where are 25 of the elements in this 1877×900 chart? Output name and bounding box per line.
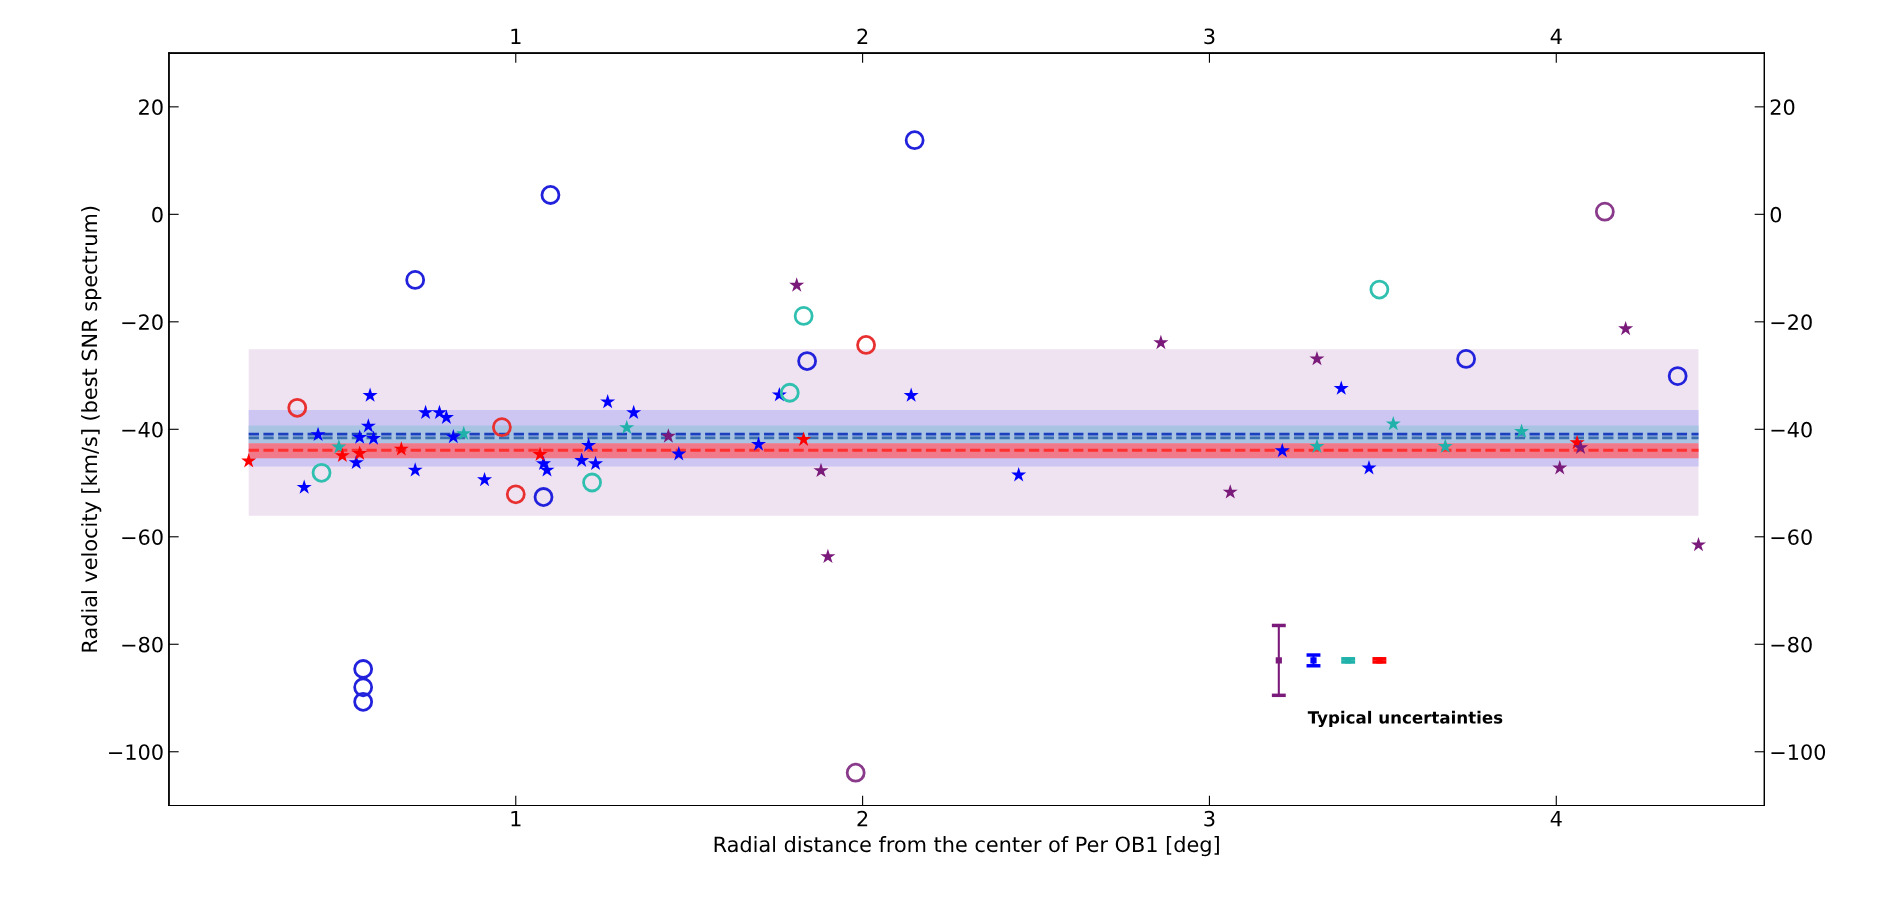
y2-tick-label: −80 [1771, 636, 1812, 653]
x2-tick-label: 1 [511, 28, 521, 44]
x-tick-label: 1 [511, 811, 521, 827]
y-tick-label: 20 [139, 99, 163, 116]
y2-tick-label: −100 [1771, 744, 1826, 760]
y2-tick-label: −60 [1771, 529, 1812, 545]
annotation: Typical uncertainties [1307, 710, 1503, 728]
y-axis-title: Radial velocity [km/s] (best SNR spectrum) [81, 206, 102, 652]
y-tick-label: −100 [109, 744, 163, 760]
y2-tick-label: −40 [1771, 421, 1812, 438]
x2-tick-label: 4 [1550, 28, 1562, 44]
y-tick-label: −60 [122, 529, 163, 545]
y2-tick-label: 0 [1770, 206, 1782, 223]
x-tick-label: 2 [857, 810, 868, 827]
y-tick-label: −20 [122, 314, 163, 331]
y-tick-label: 0 [152, 206, 163, 223]
x2-tick-label: 3 [1204, 28, 1215, 45]
y2-tick-label: −20 [1771, 314, 1812, 331]
y-tick-label: −80 [122, 636, 163, 653]
x-tick-label: 3 [1204, 810, 1215, 827]
x2-tick-label: 2 [857, 28, 868, 44]
y-tick-label: −40 [122, 421, 163, 438]
x-axis-title: Radial distance from the center of Per OB1 [deg] [714, 836, 1219, 857]
y2-tick-label: 20 [1770, 99, 1795, 116]
x-tick-label: 4 [1550, 811, 1562, 827]
